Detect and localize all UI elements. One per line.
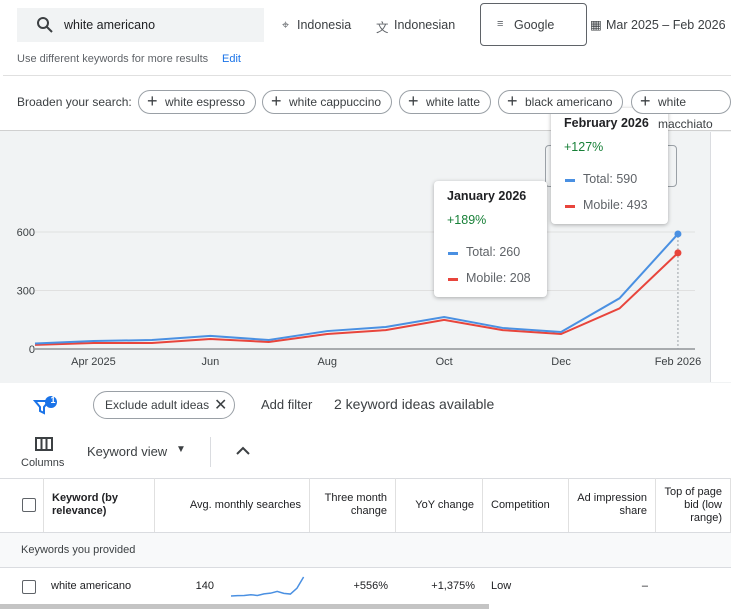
cell: – [641, 580, 648, 592]
dropdown-arrow: ▼ [176, 444, 186, 455]
tooltip-line: Mobile: 493 [583, 198, 648, 212]
tooltip-change: +189% [447, 213, 487, 227]
tooltip-title: January 2026 [447, 189, 527, 203]
suggestion-chip[interactable]: white macchiato [631, 90, 731, 131]
x-tick-label: Apr 2025 [71, 356, 116, 368]
x-tick-label: Aug [317, 356, 337, 368]
cell: white americano [51, 580, 132, 592]
column-header: YoY change [396, 478, 483, 532]
x-tick-label: Jun [201, 356, 219, 368]
search-icon [37, 17, 53, 33]
suggestion-chip[interactable]: white latte [399, 90, 492, 114]
y-tick-label: 600 [17, 227, 35, 239]
checkbox[interactable] [22, 498, 36, 512]
tooltip-swatch [565, 179, 575, 182]
suggestion-chip[interactable]: white espresso [138, 90, 257, 114]
filter-chip-text: Exclude adult ideas [105, 398, 210, 412]
tooltip-swatch [448, 278, 458, 281]
column-header: Ad impression share [569, 478, 656, 532]
calendar-icon: ▦ [590, 18, 602, 32]
search-box[interactable] [17, 8, 264, 42]
cell: Low [491, 580, 512, 592]
hint: Use different keywords for more results [17, 53, 209, 65]
tooltip-swatch [448, 252, 458, 255]
x-tick-label: Dec [551, 356, 571, 368]
chip-close[interactable]: ✕ [214, 397, 228, 414]
collapse-icon[interactable] [236, 446, 250, 456]
tooltip-change: +127% [564, 140, 604, 154]
series-line [34, 233, 679, 345]
table-top [0, 478, 731, 479]
group-row [0, 532, 731, 568]
tooltip-line: Total: 260 [466, 245, 521, 259]
x-tick-label: Oct [436, 356, 453, 368]
chart: 0 300 600 Apr 2025 Jun Aug Oct Dec Feb 2026 [17, 227, 702, 368]
checkbox[interactable] [22, 580, 36, 594]
group-label: Keywords you provided [21, 544, 136, 556]
sparkline-path [230, 576, 305, 597]
location[interactable]: Indonesia [297, 18, 352, 32]
network-box[interactable] [480, 3, 587, 46]
filter-icon[interactable] [33, 395, 59, 417]
filter-badge: 1 [50, 395, 56, 405]
x-tick-label: Feb 2026 [655, 356, 701, 368]
tooltip: January 2026 +189% Total: 260 Mobile: 208 [434, 181, 547, 297]
column-header: Competition [483, 478, 569, 532]
divider [3, 75, 731, 76]
cell: +556% [353, 580, 388, 592]
columns-icon[interactable] [35, 437, 53, 451]
suggestion-chip[interactable]: white cappuccino [262, 90, 393, 114]
add-filter[interactable]: Add filter [261, 397, 313, 412]
pin-icon: ⌖ [282, 18, 290, 32]
network: Google [514, 18, 555, 32]
columns-label: Columns [21, 457, 65, 469]
tooltip-line: Mobile: 208 [466, 271, 531, 285]
column-header: Avg. monthly searches [155, 478, 310, 532]
scrollbar[interactable] [0, 604, 489, 609]
broaden-label: Broaden your search: [17, 95, 132, 109]
edit-link[interactable]: Edit [222, 53, 241, 65]
suggestion-chip[interactable]: black americano [498, 90, 624, 114]
side-panel [710, 132, 731, 382]
series-line [34, 252, 679, 346]
search-text: white americano [64, 18, 156, 32]
tooltip-title: February 2026 [564, 116, 649, 130]
column-header: Keyword (by relevance) [43, 478, 155, 532]
idea-count: 2 keyword ideas available [334, 396, 495, 412]
separator [210, 437, 211, 467]
filter-chip[interactable] [93, 391, 235, 419]
tooltip: February 2026 +127% Total: 590 Mobile: 493 [551, 108, 668, 224]
language[interactable]: Indonesian [394, 18, 456, 32]
date-range[interactable]: Mar 2025 – Feb 2026 [606, 18, 726, 32]
sparkline [230, 576, 305, 597]
column-header: Three month change [310, 478, 396, 532]
network-icon: ≡ [497, 18, 504, 30]
y-tick-label: 0 [29, 344, 35, 356]
y-tick-label: 300 [17, 286, 35, 298]
tooltip-swatch [565, 205, 575, 208]
point [674, 249, 682, 257]
point [674, 230, 682, 238]
column-header: Top of page bid (low range) [656, 478, 731, 532]
tooltip-line: Total: 590 [583, 172, 638, 186]
view-select[interactable]: Keyword view [87, 444, 168, 459]
lang-icon: 文 [376, 21, 389, 35]
cell: 140 [195, 580, 214, 592]
cell: +1,375% [431, 580, 475, 592]
